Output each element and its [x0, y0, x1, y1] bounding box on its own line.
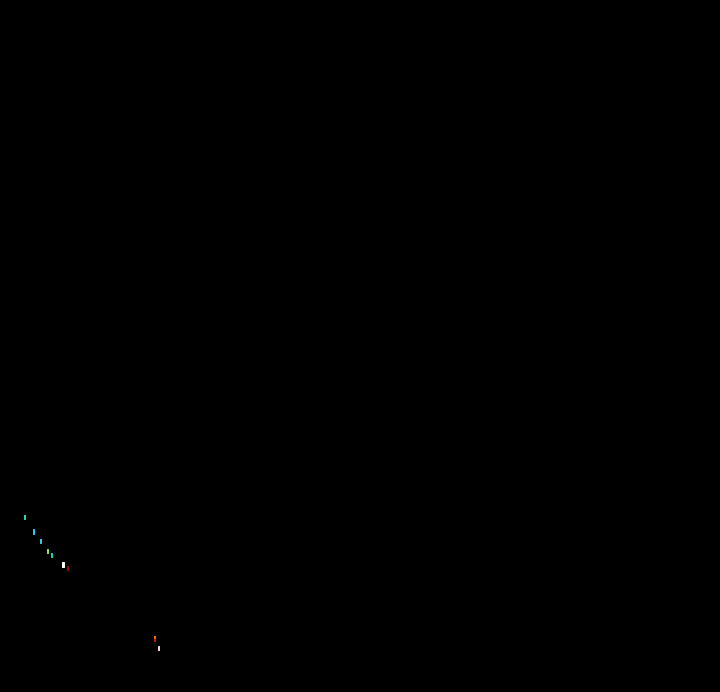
light-speck [67, 566, 69, 571]
light-speck [51, 553, 53, 558]
light-speck [40, 539, 42, 544]
light-speck [24, 515, 26, 520]
light-speck [47, 549, 49, 554]
light-speck [158, 646, 160, 651]
light-speck [154, 639, 156, 642]
light-speck [33, 529, 35, 535]
light-speck [62, 562, 65, 568]
light-speck [154, 636, 156, 639]
